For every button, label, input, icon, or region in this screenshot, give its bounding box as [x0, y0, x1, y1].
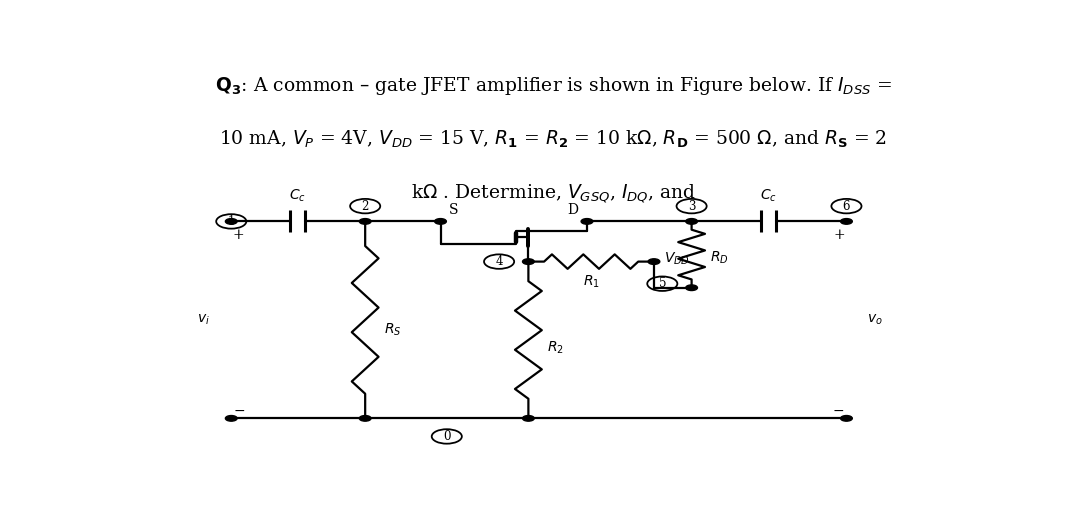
Text: $v_i$: $v_i$	[198, 313, 211, 327]
Text: 2: 2	[362, 199, 369, 212]
Text: $C_c$: $C_c$	[759, 188, 777, 204]
Text: +: +	[834, 229, 846, 243]
Circle shape	[686, 285, 698, 291]
Text: $\mathbf{Q_3}$: A common – gate JFET amplifier is shown in Figure below. If $\ma: $\mathbf{Q_3}$: A common – gate JFET amp…	[215, 75, 892, 97]
Circle shape	[226, 219, 238, 224]
Text: 1: 1	[228, 215, 235, 228]
Circle shape	[523, 416, 535, 421]
Circle shape	[434, 219, 446, 224]
Text: 3: 3	[688, 199, 696, 212]
Text: 10 mA, $\mathit{V}_P$ = 4V, $\mathit{V}_{DD}$ = 15 V, $\mathbf{\mathit{R}_1}$ = : 10 mA, $\mathit{V}_P$ = 4V, $\mathit{V}_…	[219, 129, 888, 150]
Text: +: +	[232, 229, 244, 243]
Text: D: D	[568, 203, 579, 217]
Circle shape	[686, 219, 698, 224]
Text: −: −	[233, 404, 245, 418]
Circle shape	[360, 416, 372, 421]
Text: $R_2$: $R_2$	[546, 340, 564, 356]
Text: 6: 6	[842, 199, 850, 212]
Text: $v_o$: $v_o$	[867, 313, 883, 327]
Circle shape	[840, 416, 852, 421]
Text: S: S	[449, 203, 458, 217]
Text: −: −	[833, 404, 843, 418]
Text: $V_{DD}$: $V_{DD}$	[664, 250, 690, 267]
Text: $R_D$: $R_D$	[710, 250, 729, 266]
Circle shape	[581, 219, 593, 224]
Circle shape	[648, 259, 660, 265]
Text: 0: 0	[443, 430, 450, 443]
Circle shape	[226, 416, 238, 421]
Circle shape	[360, 219, 372, 224]
Circle shape	[523, 259, 535, 265]
Text: 4: 4	[496, 255, 503, 268]
Circle shape	[840, 219, 852, 224]
Text: $R_S$: $R_S$	[383, 322, 401, 338]
Text: $R_1$: $R_1$	[583, 274, 599, 290]
Text: 5: 5	[659, 277, 666, 290]
Text: $C_c$: $C_c$	[289, 188, 306, 204]
Text: k$\Omega$ . Determine, $\mathit{V}_{GSQ}$, $\mathit{I}_{DQ}$, and: k$\Omega$ . Determine, $\mathit{V}_{GSQ}…	[410, 183, 697, 206]
